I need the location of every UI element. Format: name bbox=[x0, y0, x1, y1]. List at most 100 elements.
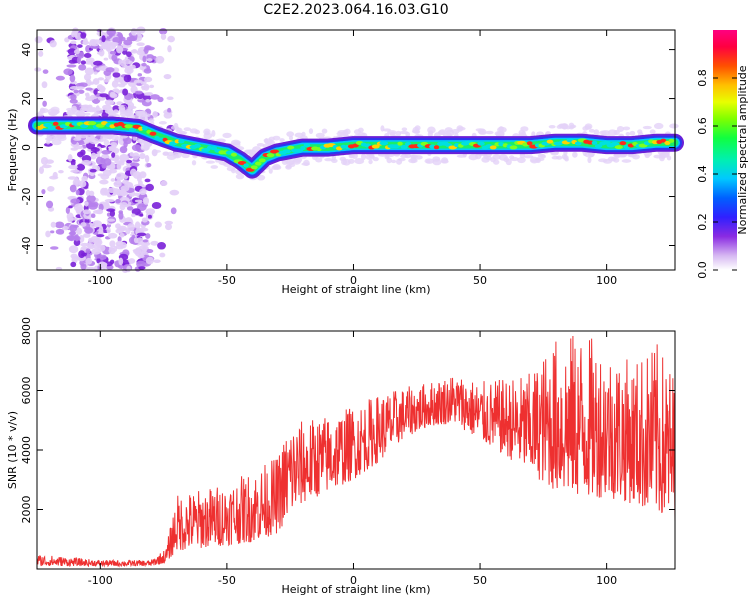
spectrogram-noise-blob bbox=[115, 45, 124, 54]
spectrogram-halo-blob bbox=[616, 154, 627, 158]
spectrogram-noise-blob bbox=[129, 168, 137, 177]
x-tick-label: 100 bbox=[596, 574, 617, 587]
spectrogram-halo-blob bbox=[181, 153, 190, 159]
spectrogram-noise-blob bbox=[117, 83, 126, 88]
spectrogram-ridge-speckle bbox=[47, 125, 56, 130]
spectrogram-ridge-speckle bbox=[269, 149, 280, 154]
spectrogram-ridge-speckle bbox=[660, 138, 667, 143]
spectrogram-noise-blob bbox=[85, 44, 92, 53]
spectrogram-noise-blob bbox=[99, 93, 109, 98]
spectrogram-halo-blob bbox=[172, 151, 183, 159]
x-tick-label: -100 bbox=[88, 274, 113, 287]
spectrogram-y-axis-label: Frequency (Hz) bbox=[6, 109, 19, 192]
spectrogram-noise-blob bbox=[92, 39, 102, 44]
spectrogram-halo-blob bbox=[556, 155, 563, 160]
spectrogram-noise-blob bbox=[164, 220, 173, 225]
spectrogram-noise-blob bbox=[78, 64, 87, 71]
spectrogram-noise-blob bbox=[78, 234, 85, 243]
spectrogram-noise-blob bbox=[80, 32, 87, 39]
spectrogram-ridge-speckle bbox=[602, 140, 611, 145]
spectrogram-ridge-speckle bbox=[141, 126, 148, 131]
spectrogram-noise-blob bbox=[85, 87, 93, 91]
spectrogram-noise-blob bbox=[133, 79, 143, 84]
spectrogram-halo-blob bbox=[167, 151, 174, 156]
spectrogram-noise-blob bbox=[118, 212, 124, 220]
spectrogram-noise-blob bbox=[134, 90, 143, 95]
spectrogram-halo-blob bbox=[226, 166, 236, 172]
spectrogram-noise-blob bbox=[139, 227, 149, 232]
spectrogram-halo-blob bbox=[347, 158, 355, 164]
spectrogram-noise-blob bbox=[126, 105, 137, 110]
spectrogram-noise-blob bbox=[69, 98, 78, 104]
spectrogram-halo-blob bbox=[475, 128, 486, 132]
spectrogram-noise-blob bbox=[50, 230, 55, 234]
spectrogram-noise-blob bbox=[136, 232, 147, 237]
spectrogram-noise-blob bbox=[77, 56, 82, 64]
spectrogram-halo-blob bbox=[589, 128, 595, 133]
snr-y-ticks: 2000 4000 6000 8000 bbox=[20, 317, 675, 524]
spectrogram-noise-blob bbox=[106, 208, 116, 212]
spectrogram-noise-blob bbox=[145, 208, 156, 215]
spectrogram-noise-blob bbox=[170, 207, 177, 215]
spectrogram-noise-blob bbox=[70, 253, 78, 259]
spectrogram-ridge-speckle bbox=[300, 146, 306, 151]
spectrogram-halo-blob bbox=[492, 154, 501, 160]
spectrogram-halo-blob bbox=[189, 128, 199, 134]
spectrogram-noise-blob bbox=[126, 206, 134, 211]
spectrogram-ridge-speckle bbox=[287, 145, 295, 150]
spectrogram-noise-blob bbox=[101, 112, 109, 118]
spectrogram-noise-blob bbox=[50, 221, 57, 228]
spectrogram-noise-blob bbox=[80, 60, 86, 65]
spectrogram-noise-blob bbox=[97, 261, 108, 268]
spectrogram-noise-blob bbox=[106, 218, 116, 222]
spectrogram-noise-blob bbox=[142, 197, 150, 205]
spectrogram-noise-blob bbox=[109, 240, 116, 248]
spectrogram-halo-blob bbox=[289, 163, 296, 168]
spectrogram-ridge-speckle bbox=[594, 144, 603, 149]
spectrogram-noise-blob bbox=[45, 230, 51, 238]
spectrogram-noise-blob bbox=[138, 266, 146, 270]
spectrogram-noise-blob bbox=[107, 146, 115, 150]
spectrogram-halo-blob bbox=[457, 126, 466, 131]
spectrogram-noise-blob bbox=[142, 95, 152, 101]
spectrogram-halo-blob bbox=[256, 174, 266, 181]
spectrogram-ridge-speckle bbox=[149, 131, 157, 136]
spectrogram-noise-blob bbox=[142, 55, 147, 63]
spectrogram-halo-blob bbox=[175, 127, 183, 134]
spectrogram-noise-blob bbox=[143, 76, 153, 83]
spectrogram-noise-blob bbox=[82, 209, 91, 215]
x-tick-label: 50 bbox=[473, 574, 487, 587]
spectrogram-noise-blob bbox=[111, 54, 118, 62]
spectrogram-noise-blob bbox=[113, 180, 122, 188]
spectrogram-noise-blob bbox=[78, 82, 88, 88]
spectrogram-halo-blob bbox=[584, 123, 593, 130]
spectrogram-halo-blob bbox=[653, 122, 664, 130]
spectrogram-noise-blob bbox=[103, 78, 110, 83]
spectrogram-noise-blob bbox=[157, 242, 166, 250]
spectrogram-noise-blob bbox=[122, 88, 129, 96]
spectrogram-noise-blob bbox=[49, 246, 59, 250]
spectrogram-halo-blob bbox=[510, 156, 519, 162]
spectrogram-halo-blob bbox=[382, 128, 391, 132]
spectrogram-halo-blob bbox=[279, 138, 285, 142]
spectrogram-ridge-speckle bbox=[668, 138, 675, 143]
spectrogram-ridge-speckle bbox=[433, 145, 440, 150]
spectrogram-noise-blob bbox=[75, 189, 80, 196]
spectrogram-halo-blob bbox=[405, 131, 411, 138]
spectrogram-halo-blob bbox=[642, 125, 652, 130]
spectrogram-noise-blob bbox=[91, 239, 97, 243]
spectrogram-noise-blob bbox=[115, 198, 121, 204]
spectrogram-halo-blob bbox=[324, 158, 333, 162]
spectrogram-halo-blob bbox=[344, 128, 351, 135]
spectrogram-frame bbox=[36, 29, 676, 271]
spectrogram-noise-blob bbox=[139, 152, 146, 160]
spectrogram-noise-blob bbox=[93, 60, 103, 66]
spectrogram-halo-blob bbox=[669, 123, 679, 129]
spectrogram-halo-blob bbox=[57, 135, 67, 142]
spectrogram-noise-blob bbox=[146, 58, 153, 62]
spectrogram-halo-blob bbox=[205, 160, 216, 164]
spectrogram-ridge-speckle bbox=[526, 141, 533, 146]
spectrogram-noise-blob bbox=[67, 154, 73, 162]
spectrogram-noise-blob bbox=[34, 67, 42, 72]
spectrogram-halo-blob bbox=[354, 158, 365, 165]
